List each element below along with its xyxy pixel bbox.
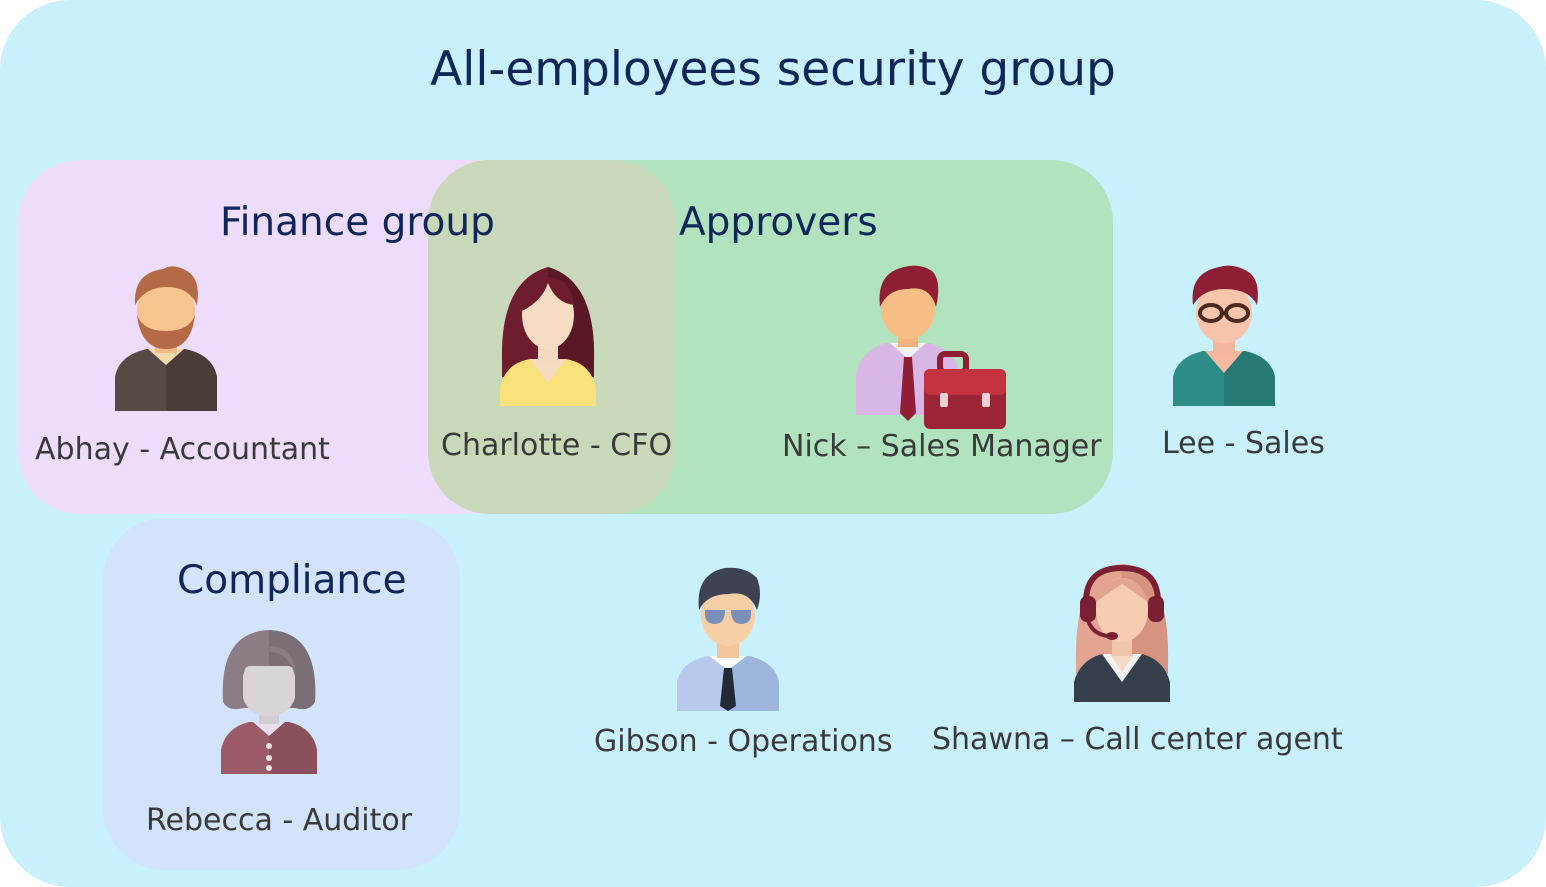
person-label-abhay: Abhay - Accountant: [35, 432, 330, 467]
person-label-gibson: Gibson - Operations: [594, 724, 893, 759]
manager-briefcase-avatar-icon: [856, 265, 1006, 429]
person-label-rebecca: Rebecca - Auditor: [146, 803, 413, 838]
man-sunglasses-tie-avatar-icon: [677, 567, 779, 711]
all-employees-title: All-employees security group: [430, 42, 1116, 97]
man-glasses-avatar-icon: [1173, 265, 1275, 406]
finance-group-title: Finance group: [220, 200, 495, 245]
man-beard-avatar-icon: [115, 266, 217, 411]
person-label-charlotte: Charlotte - CFO: [441, 428, 673, 463]
woman-headset-avatar-icon: [1074, 564, 1170, 702]
person-label-lee: Lee - Sales: [1162, 426, 1325, 461]
woman-avatar-icon: [500, 267, 596, 406]
person-label-shawna: Shawna – Call center agent: [932, 722, 1343, 757]
woman-gray-avatar-icon: [221, 630, 317, 774]
compliance-group-title: Compliance: [177, 558, 407, 603]
person-label-nick: Nick – Sales Manager: [782, 429, 1102, 464]
approvers-group-title: Approvers: [679, 200, 878, 245]
